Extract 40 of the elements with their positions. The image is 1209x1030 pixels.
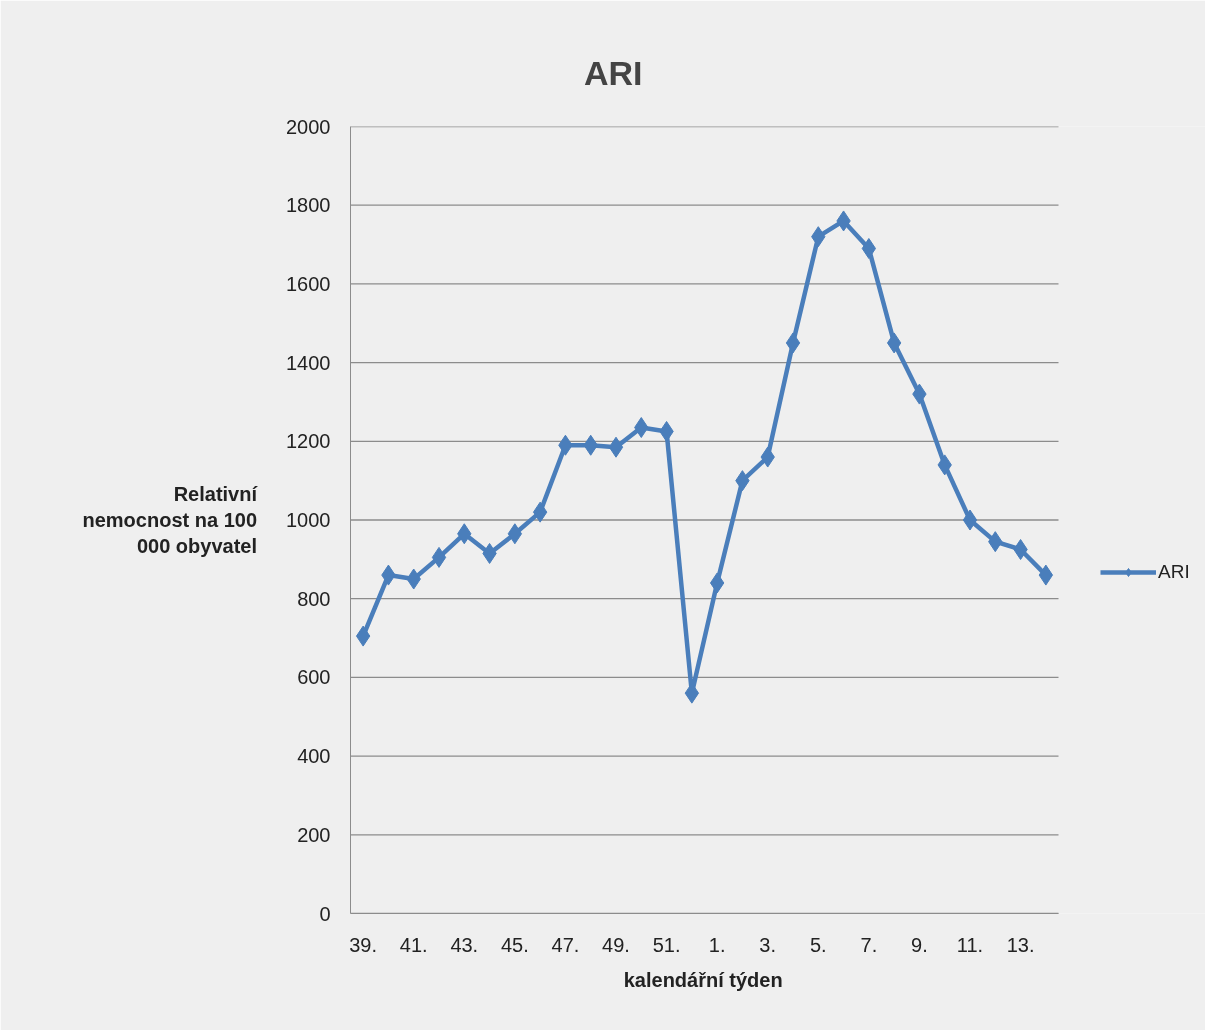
y-tick-label: 0 [319, 902, 331, 925]
x-tick-label: 3. [759, 933, 777, 956]
point [962, 509, 978, 531]
y-axis-title: Relativní nemocnost na 100 000 obyvatel [82, 482, 259, 558]
point [886, 332, 902, 354]
x-tick-label: 49. [602, 933, 630, 956]
x-tick-label: 39. [349, 933, 378, 956]
point [1038, 564, 1054, 586]
point [507, 523, 523, 545]
x-tick-label: 47. [551, 933, 580, 956]
y-tick-label: 1200 [286, 430, 331, 453]
y-tick-label: 400 [297, 745, 331, 768]
x-axis-title: kalendářní týden [623, 968, 783, 991]
y-tick-label: 1800 [286, 194, 331, 217]
y-tick-label: 600 [297, 666, 331, 689]
y-tick-label: 1400 [286, 351, 331, 374]
point [785, 332, 801, 354]
point [861, 237, 877, 259]
y-tick-label: 1000 [286, 509, 331, 531]
point [608, 436, 624, 458]
x-tick-label: 51. [652, 933, 681, 956]
y-tick-label: 1600 [286, 272, 331, 295]
x-tick-label: 9. [911, 933, 928, 956]
y-tick-label: 800 [297, 587, 331, 610]
x-tick-label: 43. [450, 933, 479, 956]
legend-label: ARI [1158, 561, 1190, 583]
y-tick-label: 2000 [286, 115, 331, 138]
x-tick-label: 41. [399, 933, 428, 956]
x-tick-label: 5. [809, 933, 827, 956]
point [532, 501, 548, 523]
x-tick-label: 1. [708, 933, 726, 956]
x-tick-label: 45. [500, 933, 529, 956]
point [431, 546, 447, 568]
point [355, 625, 371, 647]
point [709, 572, 725, 594]
chart-title: ARI [583, 53, 643, 92]
x-tick-label: 13. [1006, 933, 1035, 956]
y-tick-label: 200 [297, 823, 331, 846]
x-tick-label: 7. [860, 933, 878, 956]
x-tick-label: 11. [956, 933, 984, 956]
